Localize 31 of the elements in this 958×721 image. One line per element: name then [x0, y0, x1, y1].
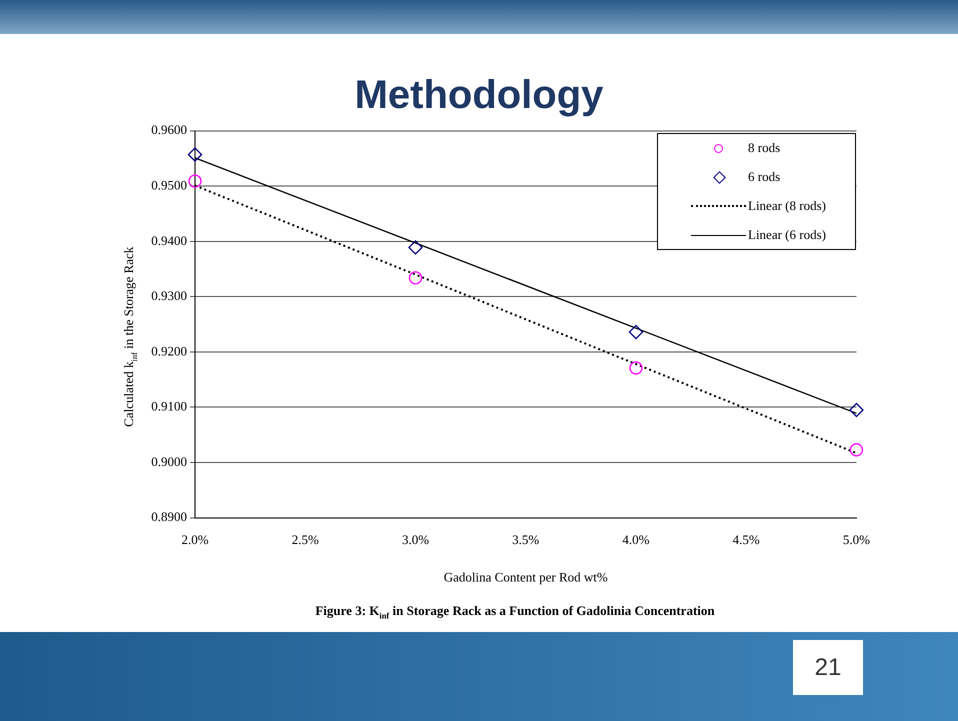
x-tick-label: 5.0%: [842, 532, 870, 548]
legend-label: 8 rods: [748, 140, 780, 156]
point: [850, 443, 864, 456]
point: [188, 147, 202, 162]
x-tick-label: 4.0%: [622, 532, 650, 548]
point: [408, 240, 423, 255]
y-tick-label: 0.9600: [151, 122, 187, 138]
y-tick-label: 0.9300: [151, 288, 187, 304]
x-tick-label: 3.0%: [402, 532, 430, 548]
y-tick-label: 0.9000: [151, 454, 187, 469]
text: 21: [793, 640, 863, 695]
y-tick-label: 0.9200: [151, 343, 187, 358]
x-axis-title: Gadolina Content per Rod wt%: [444, 570, 608, 585]
x-tick-label: 3.5%: [512, 532, 540, 548]
legend-label: 6 rods: [748, 169, 780, 185]
y-tick-label: 0.9100: [151, 398, 187, 414]
y-tick-label: 0.9500: [151, 178, 187, 193]
point: [629, 361, 643, 375]
point: [628, 324, 644, 340]
point: [408, 271, 422, 285]
point: [849, 402, 864, 418]
chart-title: Methodology: [354, 73, 604, 118]
legend-label: Linear (6 rods): [748, 227, 826, 243]
legend-label: Linear (8 rods): [748, 198, 826, 214]
point: [188, 174, 202, 188]
x-tick-label: 2.5%: [292, 532, 319, 548]
y-tick-label: 0.8900: [151, 509, 187, 524]
caption: Figure 3: K$_{inf}$ in Storage Rack as a Function of Gadolinia Concentration: [314, 603, 716, 621]
x-tick-label: 2.0%: [181, 532, 209, 548]
y-tick-label: 0.9400: [151, 232, 187, 248]
x-tick-label: 4.5%: [732, 532, 760, 548]
